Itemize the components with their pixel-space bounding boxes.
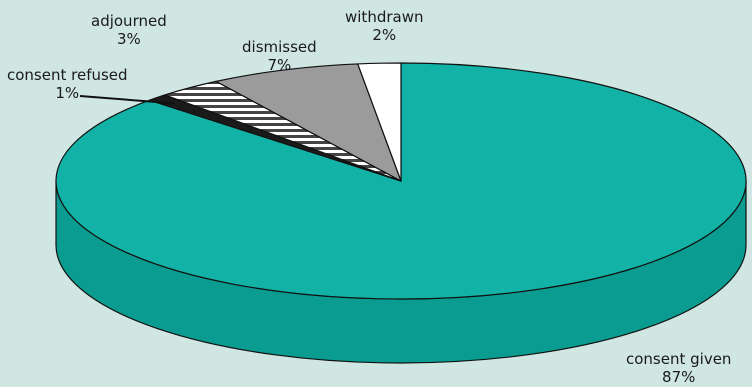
label-consent-refused-name: consent refused bbox=[7, 66, 128, 84]
leader-consent-refused bbox=[79, 95, 175, 105]
label-adjourned-name: adjourned bbox=[91, 12, 167, 30]
label-consent-given-name: consent given bbox=[626, 350, 732, 368]
label-dismissed-value: 7% bbox=[267, 56, 292, 74]
label-consent-given-value: 87% bbox=[662, 368, 696, 386]
label-dismissed: dismissed 7% bbox=[242, 38, 317, 74]
label-withdrawn: withdrawn 2% bbox=[345, 8, 423, 44]
label-consent-given: consent given 87% bbox=[626, 350, 731, 386]
label-withdrawn-name: withdrawn bbox=[345, 8, 424, 26]
slices-layer bbox=[55, 62, 747, 364]
label-adjourned-value: 3% bbox=[116, 30, 141, 48]
label-dismissed-name: dismissed bbox=[242, 38, 317, 56]
slice-dismissed bbox=[215, 63, 402, 182]
label-adjourned: adjourned 3% bbox=[91, 12, 167, 48]
label-consent-refused: consent refused 1% bbox=[7, 66, 128, 102]
leader-lines bbox=[79, 95, 175, 105]
label-withdrawn-value: 2% bbox=[372, 26, 397, 44]
label-consent-refused-value: 1% bbox=[55, 84, 80, 102]
slice-withdrawn bbox=[357, 62, 402, 182]
